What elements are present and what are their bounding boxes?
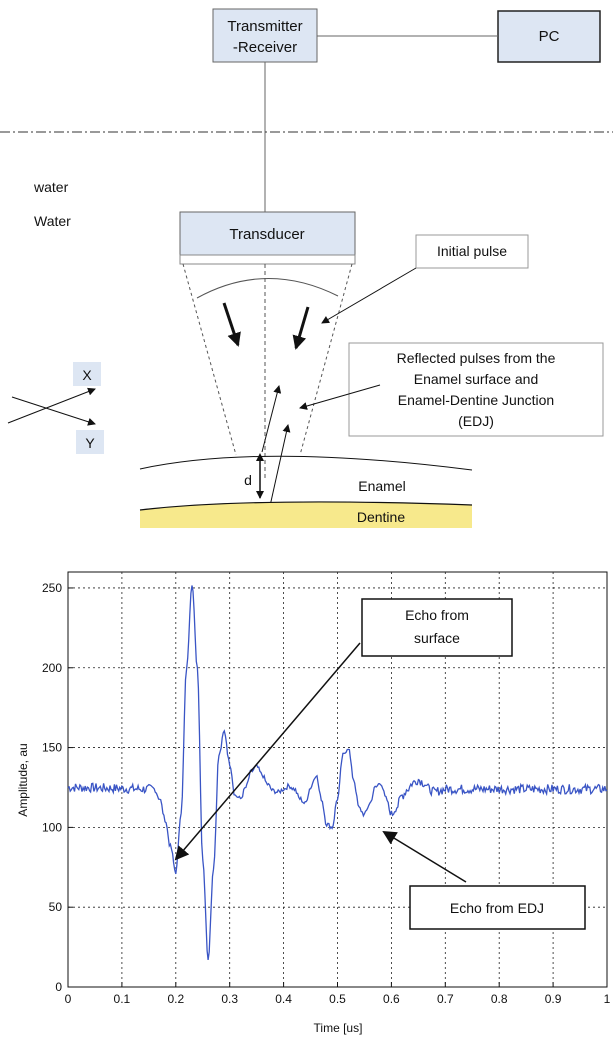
wavefront-arc — [196, 278, 339, 299]
echo-surface-pointer — [174, 642, 361, 861]
signal-series-line — [67, 585, 608, 960]
transmitter-label: Transmitter — [227, 18, 302, 35]
incident-arrow-right — [292, 306, 310, 350]
x-tick-label: 1 — [604, 992, 611, 1006]
initial-pulse-label: Initial pulse — [437, 243, 507, 259]
y-tick-label: 0 — [55, 980, 62, 994]
chart-ticks — [67, 587, 608, 988]
initial-pulse-callout: Initial pulse — [321, 234, 529, 324]
x-axis-arrow — [7, 387, 96, 424]
dentine-label: Dentine — [357, 509, 405, 525]
echo-surface-line-2: surface — [414, 630, 460, 646]
echo-edj-pointer — [382, 830, 467, 883]
x-tick-label: 0.7 — [437, 992, 454, 1006]
reflected-pulses-callout: Reflected pulses from the Enamel surface… — [299, 342, 604, 437]
enamel-surface-curve — [139, 455, 473, 471]
reflected-arrow-2 — [269, 424, 291, 507]
x-tick-label: 0.3 — [221, 992, 238, 1006]
x-tick-label: 0.1 — [114, 992, 131, 1006]
beam-right-edge — [299, 263, 353, 456]
x-axis-tag — [73, 362, 101, 386]
x-tick-label: 0.9 — [545, 992, 562, 1006]
x-axis-title: Time [us] — [314, 1021, 363, 1035]
y-tick-label: 150 — [42, 741, 62, 755]
echo-surface-callout: Echo from surface — [174, 598, 513, 861]
reflected-line-2: Enamel surface and — [414, 371, 539, 387]
echo-surface-line-1: Echo from — [405, 607, 469, 623]
x-axis-label: X — [82, 367, 92, 383]
y-tick-label: 200 — [42, 661, 62, 675]
dentine-boundary — [139, 501, 473, 511]
y-tick-label: 100 — [42, 820, 62, 834]
x-tick-label: 0.4 — [275, 992, 292, 1006]
y-axis-arrow — [11, 396, 96, 426]
measurement-setup-diagram: Transmitter -Receiver PC water Water Tra… — [0, 8, 613, 528]
transducer-box: Transducer — [179, 211, 356, 265]
y-axis-title: Amplitude, au — [16, 743, 30, 816]
thickness-label: d — [244, 472, 252, 488]
y-axis-tag — [76, 430, 104, 454]
pc-box: PC — [497, 10, 601, 63]
x-tick-label: 0.8 — [491, 992, 508, 1006]
x-tick-label: 0.5 — [329, 992, 346, 1006]
chart-tick-labels: 0 0.1 0.2 0.3 0.4 0.5 0.6 0.7 0.8 0.9 1 0 50 100 150 20… — [42, 581, 611, 1006]
amplitude-chart: 0 0.1 0.2 0.3 0.4 0.5 0.6 0.7 0.8 0.9 1 0 50 100 150 20… — [16, 571, 611, 1035]
beam-left-edge — [182, 263, 237, 456]
reflected-line-3: Enamel-Dentine Junction — [398, 392, 554, 408]
reflected-arrow-1 — [261, 385, 282, 453]
y-tick-label: 250 — [42, 581, 62, 595]
x-tick-label: 0.2 — [167, 992, 184, 1006]
reflected-line-1: Reflected pulses from the — [397, 350, 556, 366]
echo-edj-callout: Echo from EDJ — [382, 830, 586, 930]
pc-label: PC — [539, 28, 560, 45]
transmitter-receiver-box: Transmitter -Receiver — [212, 8, 318, 63]
receiver-label: -Receiver — [233, 39, 297, 56]
water-label-1: water — [33, 179, 69, 195]
incident-arrow-left — [222, 302, 241, 347]
echo-edj-label: Echo from EDJ — [450, 900, 544, 916]
y-axis-label: Y — [85, 435, 95, 451]
x-tick-label: 0.6 — [383, 992, 400, 1006]
enamel-label: Enamel — [358, 478, 405, 494]
transducer-label: Transducer — [229, 226, 304, 243]
reflected-line-4: (EDJ) — [458, 413, 494, 429]
xy-axes: X Y — [7, 362, 104, 454]
initial-pulse-pointer — [321, 267, 417, 324]
reflected-pulses-pointer — [299, 384, 381, 410]
water-label-2: Water — [34, 213, 71, 229]
x-tick-label: 0 — [65, 992, 72, 1006]
dentine-layer — [140, 501, 472, 528]
y-tick-label: 50 — [49, 900, 63, 914]
